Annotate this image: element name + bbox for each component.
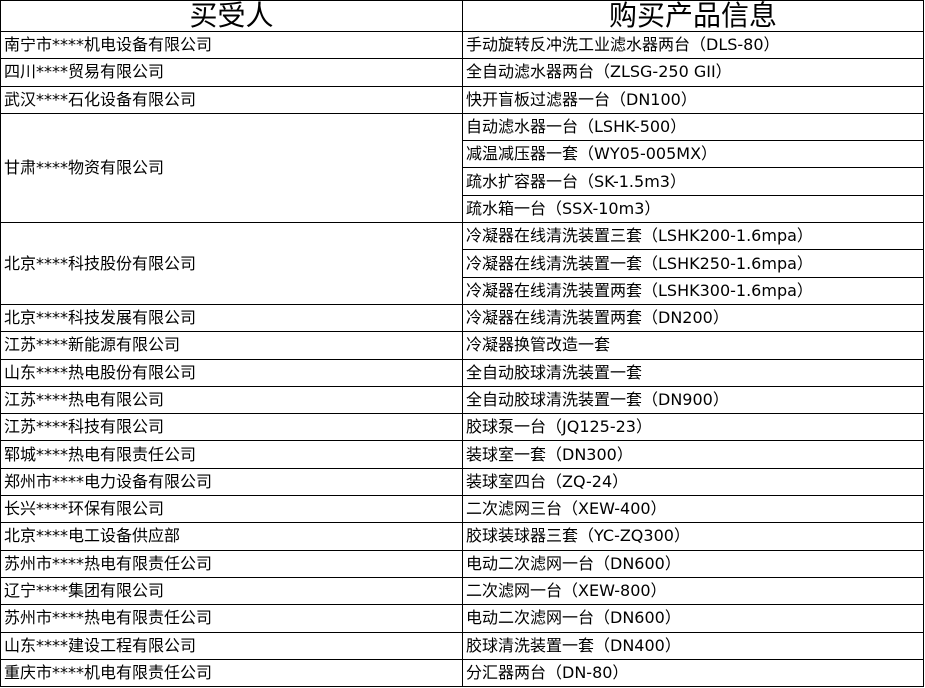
buyer-cell: 四川****贸易有限公司 bbox=[0, 58, 463, 87]
buyer-cell: 江苏****科技有限公司 bbox=[0, 413, 463, 442]
table-row: 冷凝器在线清洗装置两套（LSHK300-1.6mpa） bbox=[1, 276, 924, 305]
product-cell: 电动二次滤网一台（DN600） bbox=[462, 604, 924, 633]
table-body: 南宁市****机电设备有限公司 手动旋转反冲洗工业滤水器两台（DLS-80） 四川*… bbox=[0, 30, 924, 688]
table-row: 重庆市****机电有限责任公司 分汇器两台（DN-80） bbox=[0, 658, 924, 688]
table-row: 北京****科技发展有限公司 冷凝器在线清洗装置两套（DN200） bbox=[0, 303, 924, 333]
buyer-cell: 辽宁****集团有限公司 bbox=[0, 576, 463, 606]
table-row: 辽宁****集团有限公司 二次滤网一台（XEW-800） bbox=[0, 576, 924, 606]
table-row: 山东****热电股份有限公司 全自动胶球清洗装置一套 bbox=[0, 358, 924, 387]
product-cell: 冷凝器在线清洗装置一套（LSHK250-1.6mpa） bbox=[462, 249, 924, 278]
table-row: 冷凝器在线清洗装置一套（LSHK250-1.6mpa） bbox=[1, 249, 924, 278]
product-cell: 二次滤网三台（XEW-400） bbox=[462, 495, 924, 524]
product-cell: 全自动滤水器两台（ZLSG-250 GII） bbox=[462, 58, 924, 87]
buyer-cell: 南宁市****机电设备有限公司 bbox=[0, 30, 463, 60]
table-row: 减温减压器一套（WY05-005MX） bbox=[1, 140, 924, 169]
product-cell: 疏水扩容器一台（SK-1.5m3） bbox=[462, 167, 924, 196]
table-row: 山东****建设工程有限公司 胶球清洗装置一套（DN400） bbox=[0, 631, 924, 660]
product-cell: 装球室一套（DN300） bbox=[462, 440, 924, 469]
product-cell: 疏水箱一台（SSX-10m3） bbox=[462, 194, 924, 224]
product-cell: 减温减压器一套（WY05-005MX） bbox=[462, 140, 924, 169]
product-cell: 二次滤网一台（XEW-800） bbox=[462, 576, 924, 606]
table-row: 江苏****科技有限公司 胶球泵一台（JQ125-23） bbox=[0, 413, 924, 442]
table-row: 南宁市****机电设备有限公司 手动旋转反冲洗工业滤水器两台（DLS-80） bbox=[0, 30, 924, 60]
buyer-cell: 长兴****环保有限公司 bbox=[0, 495, 463, 524]
product-cell: 冷凝器换管改造一套 bbox=[462, 331, 924, 360]
table-row: 江苏****新能源有限公司 冷凝器换管改造一套 bbox=[0, 331, 924, 360]
product-cell: 自动滤水器一台（LSHK-500） bbox=[462, 112, 924, 142]
buyer-cell: 山东****建设工程有限公司 bbox=[0, 631, 463, 660]
header-buyer: 买受人 bbox=[0, 0, 463, 32]
buyer-cell: 郓城****热电有限责任公司 bbox=[0, 440, 463, 469]
buyer-cell: 苏州市****热电有限责任公司 bbox=[0, 604, 463, 633]
table-row: 苏州市****热电有限责任公司 电动二次滤网一台（DN600） bbox=[0, 549, 924, 578]
buyer-cell: 苏州市****热电有限责任公司 bbox=[0, 549, 463, 578]
table-row: 郓城****热电有限责任公司 装球室一套（DN300） bbox=[0, 440, 924, 469]
product-cell: 冷凝器在线清洗装置两套（LSHK300-1.6mpa） bbox=[462, 276, 924, 305]
product-cell: 电动二次滤网一台（DN600） bbox=[462, 549, 924, 578]
table-row: 江苏****热电有限公司 全自动胶球清洗装置一套（DN900） bbox=[0, 385, 924, 415]
buyer-cell: 北京****科技股份有限公司 bbox=[0, 222, 463, 305]
buyer-cell: 北京****科技发展有限公司 bbox=[0, 303, 463, 333]
table-row: 武汉****石化设备有限公司 快开盲板过滤器一台（DN100） bbox=[0, 85, 924, 114]
table-row: 甘肃****物资有限公司 自动滤水器一台（LSHK-500） bbox=[0, 112, 924, 224]
product-cell: 胶球清洗装置一套（DN400） bbox=[462, 631, 924, 660]
header-product: 购买产品信息 bbox=[462, 0, 924, 32]
product-cell: 快开盲板过滤器一台（DN100） bbox=[462, 85, 924, 114]
buyer-cell: 江苏****新能源有限公司 bbox=[0, 331, 463, 360]
product-cell: 胶球泵一台（JQ125-23） bbox=[462, 413, 924, 442]
buyer-cell: 江苏****热电有限公司 bbox=[0, 385, 463, 415]
product-cell: 全自动胶球清洗装置一套 bbox=[462, 358, 924, 387]
buyer-cell: 武汉****石化设备有限公司 bbox=[0, 85, 463, 114]
table-row: 四川****贸易有限公司 全自动滤水器两台（ZLSG-250 GII） bbox=[0, 58, 924, 87]
table-row: 长兴****环保有限公司 二次滤网三台（XEW-400） bbox=[0, 495, 924, 524]
product-cell: 冷凝器在线清洗装置两套（DN200） bbox=[462, 303, 924, 333]
table-row: 北京****科技股份有限公司 冷凝器在线清洗装置三套（LSHK200-1.6mpa… bbox=[0, 222, 924, 305]
product-cell: 冷凝器在线清洗装置三套（LSHK200-1.6mpa） bbox=[462, 222, 924, 251]
product-cell: 胶球装球器三套（YC-ZQ300） bbox=[462, 522, 924, 551]
product-cell: 手动旋转反冲洗工业滤水器两台（DLS-80） bbox=[462, 30, 924, 60]
header-row: 买受人 购买产品信息 bbox=[0, 0, 924, 32]
product-cell: 分汇器两台（DN-80） bbox=[462, 658, 924, 688]
product-cell: 装球室四台（ZQ-24） bbox=[462, 467, 924, 497]
table-row: 苏州市****热电有限责任公司 电动二次滤网一台（DN600） bbox=[0, 604, 924, 633]
product-cell: 全自动胶球清洗装置一套（DN900） bbox=[462, 385, 924, 415]
buyer-cell: 山东****热电股份有限公司 bbox=[0, 358, 463, 387]
table-row: 北京****电工设备供应部 胶球装球器三套（YC-ZQ300） bbox=[0, 522, 924, 551]
buyer-cell: 北京****电工设备供应部 bbox=[0, 522, 463, 551]
table-row: 郑州市****电力设备有限公司 装球室四台（ZQ-24） bbox=[0, 467, 924, 497]
buyer-cell: 甘肃****物资有限公司 bbox=[0, 112, 463, 224]
buyer-cell: 重庆市****机电有限责任公司 bbox=[0, 658, 463, 688]
buyer-cell: 郑州市****电力设备有限公司 bbox=[0, 467, 463, 497]
table-row: 疏水扩容器一台（SK-1.5m3） bbox=[1, 167, 924, 196]
